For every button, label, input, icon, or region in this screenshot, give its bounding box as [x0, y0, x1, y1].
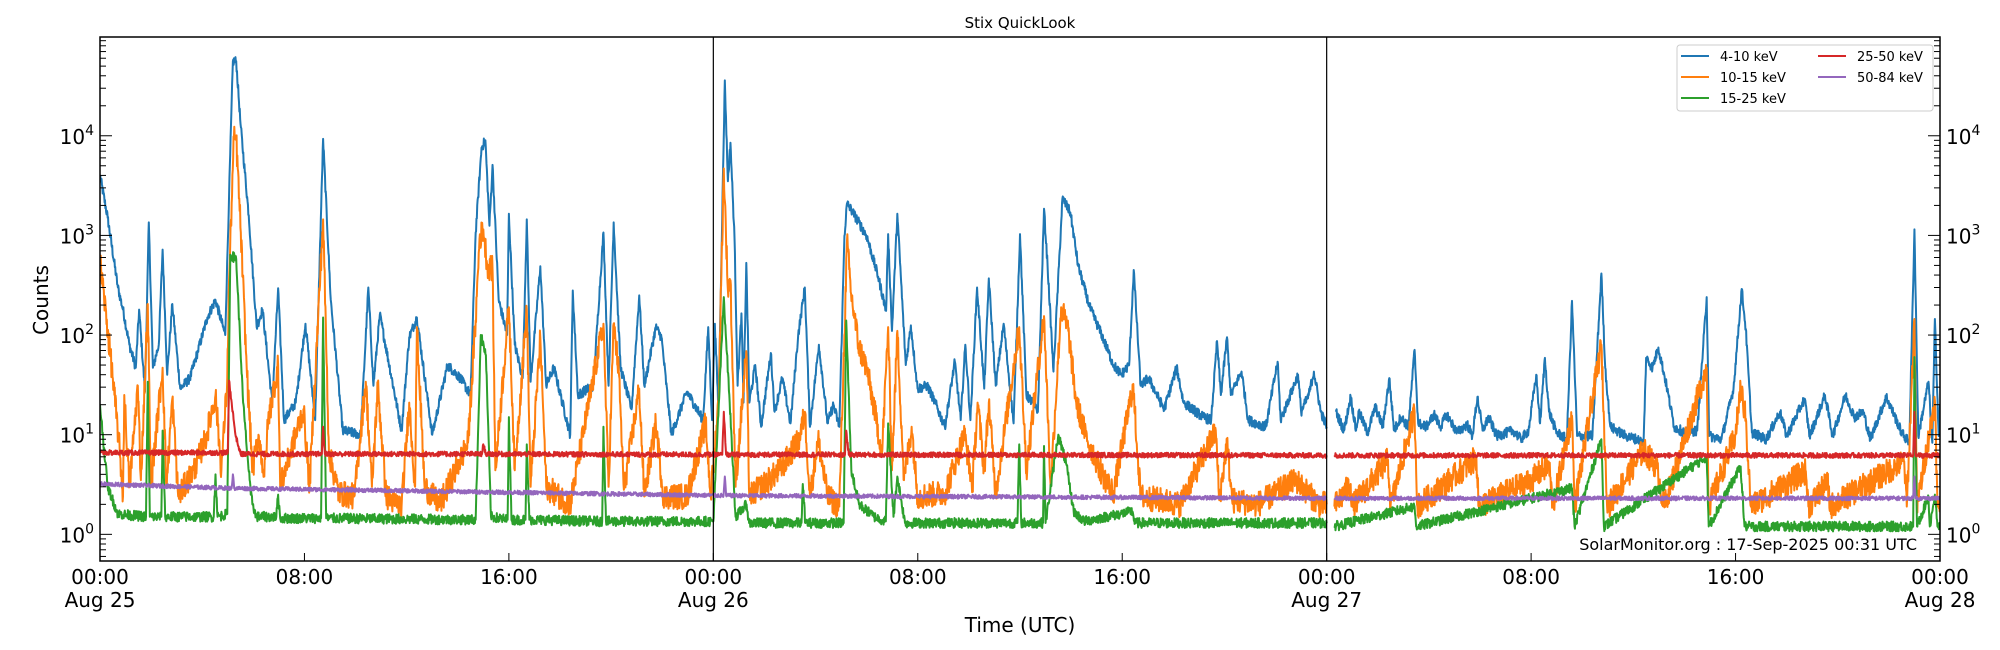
y-tick-label-right: 101 — [1946, 422, 1980, 448]
x-tick-label-date: Aug 25 — [65, 588, 136, 612]
y-tick-label-right: 104 — [1946, 123, 1980, 149]
legend-label-4-10-kev: 4-10 keV — [1720, 50, 1778, 65]
plot-frame — [99, 36, 1941, 562]
x-tick-label-time: 08:00 — [276, 565, 334, 589]
series-layer — [100, 56, 1940, 533]
legend-label-15-25-kev: 15-25 keV — [1720, 92, 1786, 107]
x-tick-label-time: 08:00 — [1502, 565, 1560, 589]
y-tick-label-right: 100 — [1946, 521, 1980, 547]
x-tick-label-date: Aug 27 — [1291, 588, 1362, 612]
chart-title: Stix QuickLook — [965, 14, 1076, 32]
y-tick-label: 103 — [60, 222, 94, 248]
series-line-25-50-kev — [1333, 410, 1940, 459]
y-tick-exponent: 0 — [85, 521, 94, 537]
legend-label-50-84-kev: 50-84 keV — [1857, 71, 1923, 86]
y-tick-exponent: 4 — [1971, 123, 1980, 139]
watermark: SolarMonitor.org : 17-Sep-2025 00:31 UTC — [1579, 535, 1917, 554]
legend: 4-10 keV 10-15 keV 15-25 keV 25-50 keV 50-84… — [1676, 44, 1934, 112]
y-tick-exponent: 4 — [85, 123, 94, 139]
series-line-4-10-kev — [100, 56, 1328, 440]
x-tick-label-time: 16:00 — [1093, 565, 1151, 589]
y-tick-exponent: 0 — [1971, 521, 1980, 537]
legend-label-10-15-kev: 10-15 keV — [1720, 71, 1786, 86]
series-line-4-10-kev — [1334, 228, 1940, 447]
x-tick-label-date: Aug 28 — [1905, 588, 1976, 612]
series-line-50-84-kev — [1333, 475, 1940, 502]
y-tick-exponent: 3 — [85, 222, 94, 238]
x-axis-label: Time (UTC) — [964, 613, 1076, 637]
y-tick-label: 104 — [60, 123, 94, 149]
x-tick-label-time: 00:00 — [71, 565, 129, 589]
x-tick-label-time: 16:00 — [480, 565, 538, 589]
y-tick-label-right: 103 — [1946, 222, 1980, 248]
legend-label-25-50-kev: 25-50 keV — [1857, 50, 1923, 65]
legend-box — [1676, 44, 1934, 112]
y-axis-label: Counts — [29, 265, 53, 335]
y-tick-exponent: 2 — [1971, 322, 1980, 338]
y-tick-exponent: 1 — [85, 422, 94, 438]
y-tick-label-right: 102 — [1946, 322, 1980, 348]
x-tick-label-time: 00:00 — [1911, 565, 1969, 589]
y-tick-label: 101 — [60, 422, 94, 448]
y-tick-exponent: 2 — [85, 322, 94, 338]
y-tick-label: 100 — [60, 521, 94, 547]
y-tick-exponent: 1 — [1971, 422, 1980, 438]
x-tick-label-time: 08:00 — [889, 565, 947, 589]
x-tick-label-time: 00:00 — [1298, 565, 1356, 589]
y-tick-exponent: 3 — [1971, 222, 1980, 238]
x-tick-label-time: 16:00 — [1707, 565, 1765, 589]
series-line-10-15-kev — [1333, 317, 1940, 520]
y-tick-label: 102 — [60, 322, 94, 348]
series-line-10-15-kev — [100, 125, 1328, 521]
x-tick-label-time: 00:00 — [685, 565, 743, 589]
x-tick-label-date: Aug 26 — [678, 588, 749, 612]
